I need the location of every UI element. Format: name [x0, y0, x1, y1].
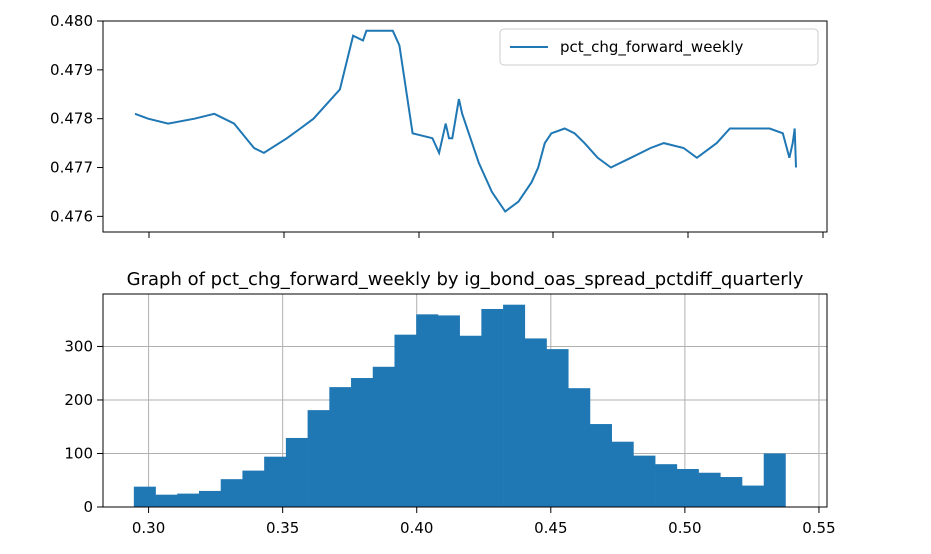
chart-title: Graph of pct_chg_forward_weekly by ig_bo…: [127, 269, 804, 290]
x-tick-label: 0.50: [668, 519, 701, 537]
y-tick-label: 0.476: [50, 207, 93, 225]
histogram-bar: [416, 314, 439, 507]
line-chart: 0.476 0.477 0.478 0.479 0.480 pct_chg_forwar…: [50, 12, 828, 238]
histogram-chart: Graph of pct_chg_forward_weekly by ig_bo…: [64, 269, 835, 537]
histogram-bar: [698, 472, 721, 507]
histogram-bar: [763, 453, 786, 507]
histogram-bar: [372, 366, 395, 507]
histogram-bar: [220, 479, 243, 507]
histogram-bars: [133, 304, 786, 507]
histogram-bar: [437, 315, 460, 507]
legend-entry-label: pct_chg_forward_weekly: [560, 38, 744, 57]
legend-box: [499, 28, 819, 66]
line-plot-frame: [102, 20, 828, 233]
histogram-bar: [307, 410, 330, 507]
histogram-bar: [242, 470, 265, 507]
histogram-bar: [133, 486, 156, 507]
histogram-bar: [676, 469, 699, 507]
histogram-bar: [481, 308, 504, 507]
histogram-x-axis: 0.30 0.35 0.40 0.45 0.50 0.55: [132, 507, 836, 537]
y-tick-label: 0.478: [50, 110, 93, 128]
histogram-y-axis: 0 100 200 300: [64, 337, 103, 516]
histogram-bar: [568, 388, 591, 507]
histogram-bar: [546, 349, 569, 507]
histogram-bar: [720, 477, 743, 507]
y-tick-label: 0: [83, 498, 93, 516]
y-tick-label: 100: [64, 444, 93, 462]
x-tick-label: 0.35: [266, 519, 299, 537]
series-line-pct_chg_forward_weekly: [134, 29, 797, 213]
histogram-bar: [264, 456, 287, 507]
y-tick-label: 200: [64, 391, 93, 409]
histogram-bar: [524, 338, 547, 507]
legend: pct_chg_forward_weekly: [499, 28, 819, 66]
histogram-bar: [633, 455, 656, 507]
histogram-bar: [199, 490, 222, 507]
y-tick-label: 300: [64, 337, 93, 355]
line-y-axis: 0.476 0.477 0.478 0.479 0.480: [50, 12, 103, 225]
histogram-bar: [589, 424, 612, 507]
line-x-axis: [148, 232, 824, 238]
histogram-bar: [285, 437, 308, 507]
y-tick-label: 0.477: [50, 159, 93, 177]
histogram-plot-frame: [102, 293, 828, 508]
histogram-bar: [503, 304, 526, 507]
histogram-bar: [611, 441, 634, 507]
histogram-bar: [329, 387, 352, 507]
x-tick-label: 0.55: [802, 519, 835, 537]
histogram-bar: [394, 334, 417, 507]
histogram-bar: [177, 493, 200, 507]
y-tick-label: 0.480: [50, 12, 93, 30]
histogram-bar: [459, 335, 482, 507]
x-tick-label: 0.45: [534, 519, 567, 537]
y-tick-label: 0.479: [50, 61, 93, 79]
x-tick-label: 0.40: [400, 519, 433, 537]
histogram-bar: [655, 464, 678, 507]
x-tick-label: 0.30: [132, 519, 165, 537]
histogram-bar: [742, 485, 765, 507]
histogram-bar: [155, 494, 178, 507]
histogram-bar: [351, 378, 374, 507]
